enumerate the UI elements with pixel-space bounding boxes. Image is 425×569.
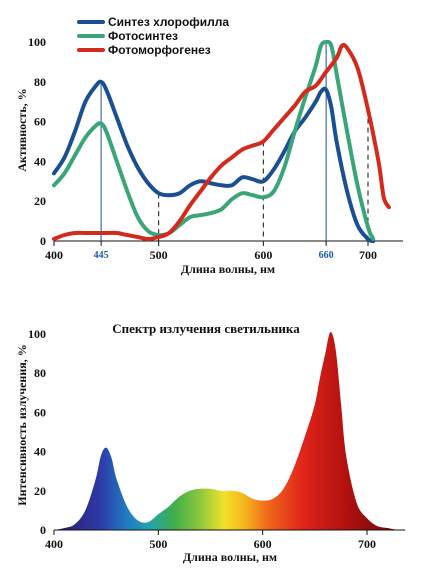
chart1-x-tick-label: 400	[45, 248, 63, 262]
chart2-x-axis-label: Длина волны, нм	[183, 550, 277, 564]
chart2-y-tick-label: 40	[34, 445, 46, 459]
chart2-y-ticks: 0 20 40 60 80 100	[28, 327, 46, 537]
chart2-y-tick-label: 60	[34, 405, 46, 419]
chart1-y-tick-label: 80	[34, 75, 46, 89]
chart1-y-axis-label: Активность, %	[15, 88, 29, 171]
chart2-x-tick-label: 700	[358, 537, 376, 551]
chart2-area	[54, 331, 409, 531]
chart1-legend-label: Фотосинтез	[108, 29, 178, 43]
chart2-y-tick-label: 0	[40, 523, 46, 537]
chart2-y-tick-label: 20	[34, 484, 46, 498]
chart1-y-tick-label: 100	[28, 35, 46, 49]
chart1-legend-label: Синтез хлорофилла	[108, 15, 229, 29]
svg-text:Активность, %: Активность, %	[15, 88, 29, 171]
chart1-series-lines	[52, 39, 391, 243]
chart1-y-tick-label: 40	[34, 154, 46, 168]
chart1-series-line	[52, 39, 376, 241]
chart1-y-ticks: 0 20 40 60 80 100	[28, 35, 46, 248]
chart2-y-axis-label: Интенсивность излучения, %	[15, 344, 29, 505]
chart1-y-tick-label: 20	[34, 194, 46, 208]
chart2-x-tick-label: 600	[254, 537, 272, 551]
chart2-y-tick-label: 80	[34, 366, 46, 380]
chart1-legend: Синтез хлорофиллаФотосинтезФотоморфогене…	[77, 15, 229, 57]
chart1-x-tick-label-highlight: 445	[94, 250, 109, 261]
chart1-x-tick-label: 700	[359, 248, 377, 262]
chart1-x-ticks: 400 500 600 700 445 660	[45, 241, 377, 262]
chart2-x-ticks: 400 500 600 700	[45, 530, 376, 551]
chart-spectrum: Интенсивность излучения, % Спектр излуче…	[15, 321, 409, 564]
chart1-x-axis-label: Длина волны, нм	[181, 262, 275, 276]
chart1-x-tick-label: 600	[254, 248, 272, 262]
chart2-spectrum-area	[54, 331, 409, 531]
chart1-x-tick-label-highlight: 660	[319, 250, 334, 261]
chart2-x-tick-label: 400	[45, 537, 63, 551]
chart2-title: Спектр излучения светильника	[112, 321, 300, 336]
chart1-y-tick-label: 60	[34, 115, 46, 129]
chart2-y-tick-label: 100	[28, 327, 46, 341]
chart1-legend-label: Фотоморфогенез	[108, 43, 211, 57]
chart1-series-line	[52, 79, 376, 243]
chart2-x-tick-label: 500	[149, 537, 167, 551]
chart1-series-line	[52, 42, 391, 241]
chart1-x-tick-label: 500	[150, 248, 168, 262]
chart1-y-tick-label: 0	[40, 234, 46, 248]
